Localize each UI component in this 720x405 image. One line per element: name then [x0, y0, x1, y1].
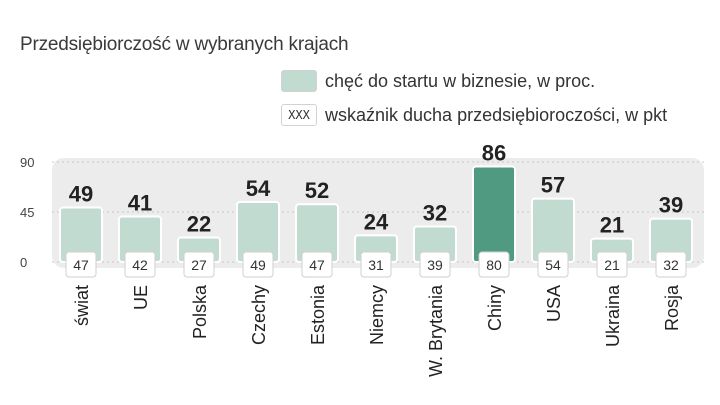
index-box: [478, 251, 510, 278]
bar-value-label: 32: [423, 200, 447, 225]
index-value-label: 39: [427, 257, 443, 273]
y-tick-label: 45: [20, 205, 34, 220]
bar-value-label: 54: [246, 176, 271, 201]
legend-swatch-series-1: [281, 70, 317, 92]
bar-value-label: 86: [482, 140, 506, 165]
index-value-label: 47: [73, 257, 89, 273]
index-value-label: 47: [309, 257, 325, 273]
category-label: Rosja: [662, 284, 682, 331]
category-label: UE: [131, 285, 151, 310]
legend-label-series-2: wskaźnik ducha przedsiębioroczości, w pk…: [325, 104, 668, 125]
category-label: USA: [544, 285, 564, 322]
index-box: [124, 251, 156, 278]
bar-value-label: 57: [541, 173, 565, 198]
index-value-label: 80: [486, 257, 502, 273]
index-value-label: 42: [132, 257, 148, 273]
category-label: Polska: [190, 284, 210, 339]
legend-swatch-series-2: XXX: [281, 104, 317, 126]
category-label: Estonia: [308, 284, 328, 345]
index-box: [596, 251, 628, 278]
bar-value-label: 52: [305, 178, 329, 203]
category-label: Ukraina: [603, 284, 623, 347]
bar: [472, 165, 516, 263]
index-box: [360, 251, 392, 278]
index-value-label: 54: [545, 257, 561, 273]
category-label: świat: [72, 285, 92, 326]
category-label: Czechy: [249, 285, 269, 345]
index-value-label: 27: [191, 257, 207, 273]
legend-label-series-1: chęć do startu w biznesie, w proc.: [325, 70, 596, 91]
category-label: W. Brytania: [426, 284, 446, 377]
index-value-label: 31: [368, 257, 384, 273]
legend-item-series-1: chęć do startu w biznesie, w proc.: [281, 66, 595, 96]
y-tick-label: 90: [20, 155, 34, 170]
index-box: [65, 251, 97, 278]
index-value-label: 21: [604, 257, 620, 273]
index-box: [183, 251, 215, 278]
y-tick-label: 0: [20, 255, 27, 270]
index-box: [301, 251, 333, 278]
bar-value-label: 24: [364, 209, 389, 234]
category-label: Chiny: [485, 285, 505, 331]
category-label: Niemcy: [367, 285, 387, 345]
index-box: [537, 251, 569, 278]
chart-title: Przedsiębiorczość w wybranych krajach: [20, 34, 349, 55]
bar-value-label: 41: [128, 190, 152, 215]
index-box: [242, 251, 274, 278]
bar-value-label: 49: [69, 182, 93, 207]
index-value-label: 49: [250, 257, 266, 273]
bar-value-label: 22: [187, 212, 211, 237]
bar-value-label: 39: [659, 193, 683, 218]
index-box: [419, 251, 451, 278]
bar-value-label: 21: [600, 213, 624, 238]
index-value-label: 32: [663, 257, 679, 273]
index-box: [655, 251, 687, 278]
legend-item-series-2: XXX wskaźnik ducha przedsiębioroczości, …: [281, 100, 667, 130]
